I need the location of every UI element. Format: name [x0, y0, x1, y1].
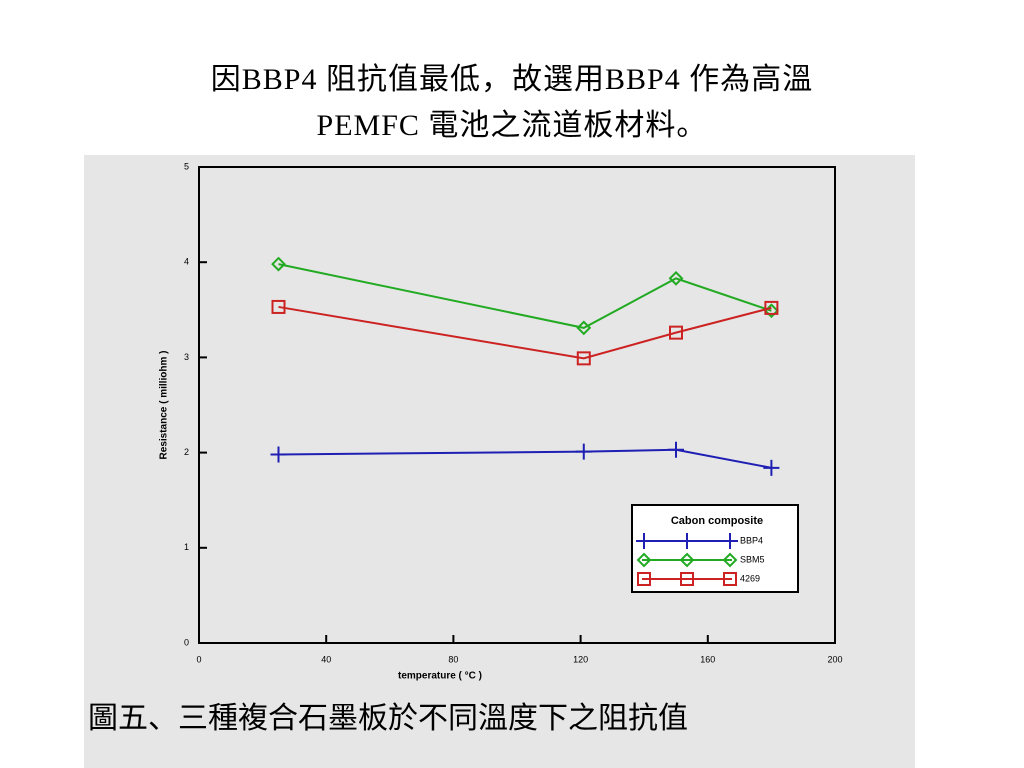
y-tick-label: 4 — [184, 257, 189, 267]
figure-background — [84, 155, 915, 768]
slide-title: 因BBP4 阻抗值最低，故選用BBP4 作為高溫 — [210, 63, 814, 96]
x-tick-label: 40 — [321, 654, 331, 664]
legend-marker — [637, 572, 651, 586]
y-tick-label: 5 — [184, 161, 189, 171]
legend-label: 4269 — [740, 573, 760, 583]
x-tick-label: 80 — [448, 654, 458, 664]
marker — [271, 299, 286, 314]
series-line — [278, 305, 772, 360]
slide-title: PEMFC 電池之流道板材料。 — [316, 109, 708, 142]
y-tick-label: 1 — [184, 542, 189, 552]
marker — [763, 459, 780, 476]
legend-marker — [723, 572, 737, 586]
marker — [270, 446, 287, 463]
marker — [764, 300, 779, 315]
legend-marker — [679, 533, 695, 549]
legend-marker — [722, 552, 738, 568]
marker — [668, 270, 684, 286]
marker — [669, 325, 683, 340]
x-axis-label: temperature ( °C ) — [398, 671, 482, 682]
legend-box — [631, 504, 799, 593]
y-tick-label: 2 — [184, 447, 189, 457]
legend-marker — [722, 533, 738, 549]
x-tick-label: 120 — [573, 654, 588, 664]
marker — [271, 256, 286, 272]
legend-label: BBP4 — [740, 535, 763, 545]
series-line — [278, 263, 772, 329]
x-tick-label: 160 — [700, 654, 715, 664]
y-tick-label: 0 — [184, 637, 189, 647]
plot-frame — [198, 166, 836, 644]
y-tick-label: 3 — [184, 352, 189, 362]
y-axis-label: Resistance ( milliohm ) — [159, 351, 170, 460]
marker — [575, 443, 592, 460]
legend-marker — [636, 552, 652, 568]
legend-marker — [680, 572, 694, 586]
marker — [576, 320, 592, 336]
legend-label: SBM5 — [740, 554, 765, 564]
marker — [668, 441, 684, 458]
x-tick-label: 0 — [196, 654, 201, 664]
x-tick-label: 200 — [827, 654, 842, 664]
legend-marker — [679, 552, 695, 568]
marker — [576, 351, 591, 366]
legend-marker — [636, 533, 652, 549]
figure-caption: 圖五、三種複合石墨板於不同溫度下之阻抗值 — [88, 702, 688, 735]
series-line — [278, 448, 772, 469]
legend-title: Cabon composite — [671, 515, 763, 527]
